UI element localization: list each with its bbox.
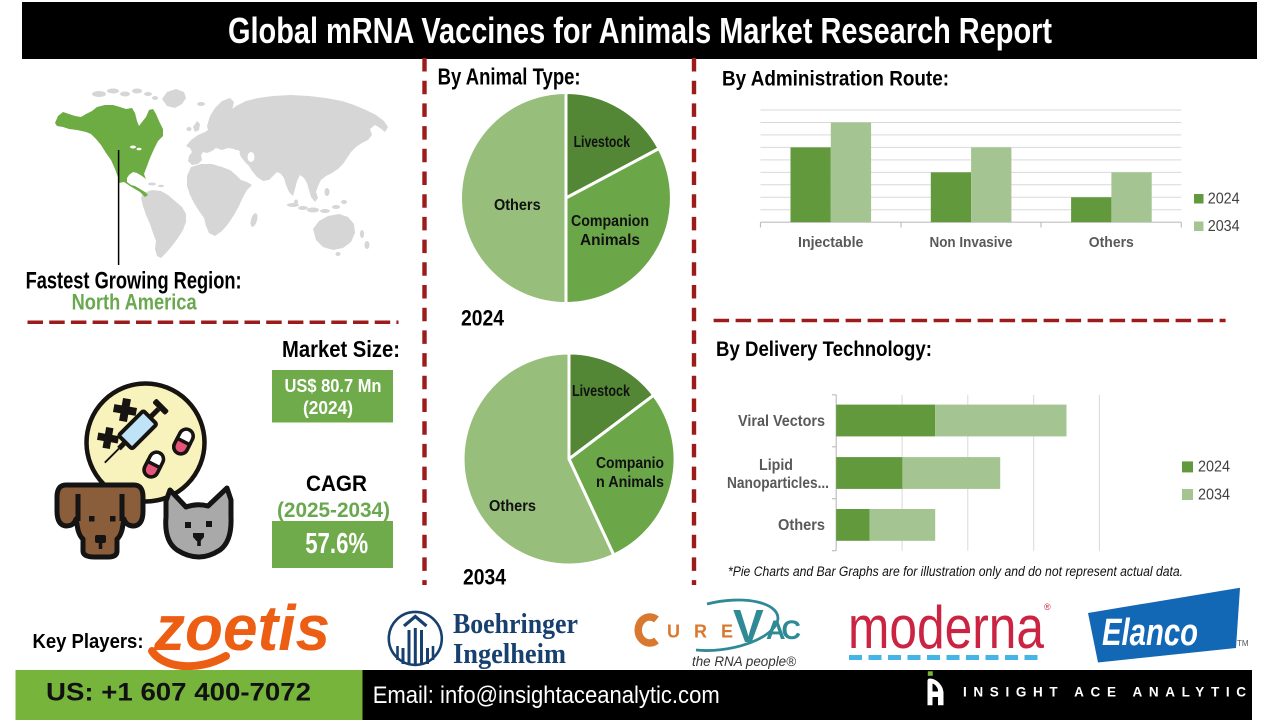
svg-text:2034: 2034 <box>1208 218 1240 235</box>
svg-text:Animals: Animals <box>580 232 640 249</box>
svg-text:Non Invasive: Non Invasive <box>930 234 1013 251</box>
svg-text:North America: North America <box>72 290 197 315</box>
svg-text:Nanoparticles...: Nanoparticles... <box>727 475 829 492</box>
svg-text:US: +1 607 400-7072: US: +1 607 400-7072 <box>46 679 311 707</box>
svg-text:Boehringer: Boehringer <box>453 609 578 640</box>
svg-text:Viral Vectors: Viral Vectors <box>738 413 825 430</box>
svg-text:Others: Others <box>1089 234 1134 251</box>
svg-text:(2024): (2024) <box>303 397 353 418</box>
svg-text:Others: Others <box>494 197 541 214</box>
svg-text:zoetis: zoetis <box>153 592 330 664</box>
svg-text:By Delivery Technology:: By Delivery Technology: <box>716 337 932 361</box>
svg-text:*Pie Charts and Bar Graphs are: *Pie Charts and Bar Graphs are for illus… <box>728 564 1183 579</box>
svg-text:By Administration Route:: By Administration Route: <box>722 66 949 90</box>
svg-text:57.6%: 57.6% <box>305 528 368 560</box>
svg-text:CAGR: CAGR <box>306 471 367 496</box>
svg-text:Market Size:: Market Size: <box>282 336 400 362</box>
svg-text:n Animals: n Animals <box>596 474 664 491</box>
svg-text:Livestock: Livestock <box>574 134 631 151</box>
svg-text:2024: 2024 <box>461 306 505 331</box>
svg-text:2034: 2034 <box>463 565 507 590</box>
svg-text:Lipid: Lipid <box>759 457 793 474</box>
svg-text:Injectable: Injectable <box>798 234 863 251</box>
svg-text:TM: TM <box>1237 639 1249 648</box>
svg-text:Global mRNA Vaccines for Anima: Global mRNA Vaccines for Animals Market … <box>228 10 1052 51</box>
svg-text:By Animal Type:: By Animal Type: <box>438 64 581 90</box>
svg-text:US$ 80.7 Mn: US$ 80.7 Mn <box>285 375 382 396</box>
svg-text:the RNA people®: the RNA people® <box>692 653 797 669</box>
svg-text:®: ® <box>1044 602 1051 612</box>
svg-text:moderna: moderna <box>848 594 1045 661</box>
svg-text:Elanco: Elanco <box>1102 612 1198 654</box>
svg-text:Key Players:: Key Players: <box>33 631 144 653</box>
svg-text:Fastest Growing Region:: Fastest Growing Region: <box>26 268 242 295</box>
svg-text:2034: 2034 <box>1198 487 1230 504</box>
svg-text:2024: 2024 <box>1198 459 1230 476</box>
svg-text:Ingelheim: Ingelheim <box>453 639 566 670</box>
svg-text:Email: info@insightaceanalytic: Email: info@insightaceanalytic.com <box>373 682 720 709</box>
svg-text:Others: Others <box>489 498 536 515</box>
svg-text:Companion: Companion <box>571 213 649 230</box>
svg-text:Others: Others <box>778 517 825 534</box>
svg-text:2024: 2024 <box>1208 191 1240 208</box>
svg-text:URE: URE <box>667 622 733 642</box>
svg-text:Companio: Companio <box>596 455 664 472</box>
svg-text:(2025-2034): (2025-2034) <box>277 498 390 522</box>
svg-text:Livestock: Livestock <box>572 383 630 400</box>
